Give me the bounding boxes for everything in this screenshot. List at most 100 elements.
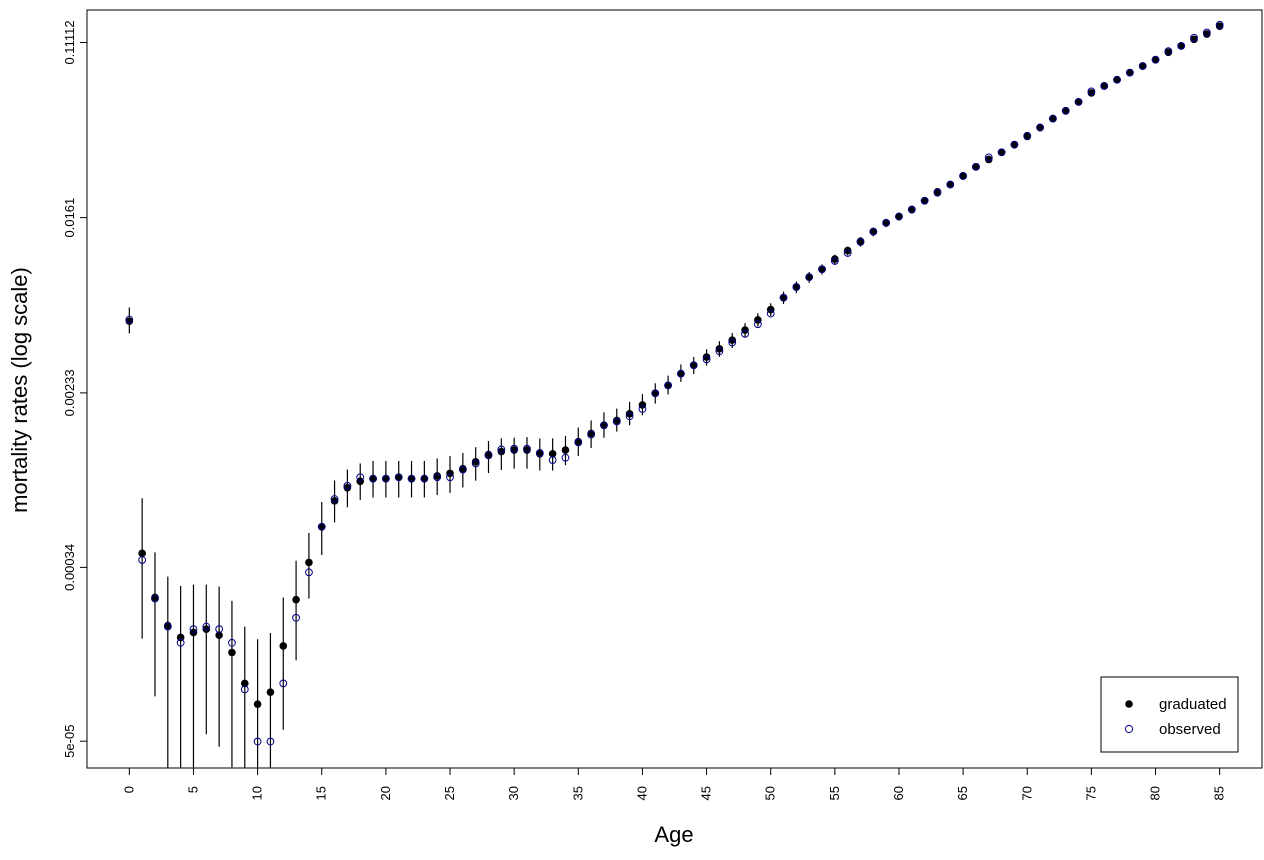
observed-point — [356, 473, 365, 482]
graduated-series — [125, 22, 1224, 708]
observed-point — [753, 320, 762, 329]
observed-point — [561, 453, 570, 462]
graduated-point — [1061, 107, 1070, 115]
graduated-point — [625, 410, 634, 418]
x-tick-label: 20 — [378, 786, 393, 800]
graduated-point — [1126, 68, 1134, 77]
graduated-point — [664, 381, 672, 390]
observed-point — [1023, 131, 1032, 140]
graduated-point — [766, 305, 775, 314]
plot-frame — [86, 9, 1263, 769]
observed-point — [1138, 62, 1147, 70]
observed-point — [292, 613, 300, 622]
observed-point — [741, 329, 749, 338]
observed-point — [574, 438, 583, 447]
observed-point — [805, 273, 814, 282]
observed-point — [728, 338, 737, 347]
observed-point — [1215, 20, 1224, 29]
x-tick-label: 0 — [121, 786, 136, 793]
observed-point — [856, 238, 865, 246]
observed-point — [202, 622, 211, 631]
graduated-point — [818, 265, 826, 274]
observed-point — [830, 257, 839, 265]
graduated-point — [1113, 75, 1121, 84]
observed-point — [702, 355, 711, 364]
observed-point — [1061, 106, 1070, 115]
graduated-point — [1010, 140, 1019, 149]
observed-point — [959, 172, 968, 180]
observed-point — [1113, 75, 1121, 84]
graduated-point — [728, 336, 737, 344]
observed-point — [792, 283, 801, 291]
observed-point — [600, 421, 608, 430]
x-tick-label: 45 — [699, 786, 714, 800]
graduated-point — [792, 283, 801, 291]
x-tick-label: 5 — [185, 786, 200, 793]
graduated-point — [677, 369, 685, 378]
graduated-point — [831, 255, 839, 263]
observed-point — [895, 212, 903, 221]
x-tick-label: 10 — [250, 786, 265, 800]
graduated-point — [651, 389, 660, 398]
graduated-point — [1074, 98, 1083, 106]
graduated-point — [600, 421, 608, 430]
graduated-point — [369, 474, 377, 483]
graduated-point — [420, 474, 429, 483]
observed-point — [972, 162, 980, 171]
x-axis-title: Age — [654, 822, 693, 847]
x-tick-label: 80 — [1148, 786, 1163, 800]
observed-point — [1100, 82, 1109, 90]
observed-point — [612, 417, 621, 426]
graduated-point — [702, 353, 711, 361]
observed-point — [523, 444, 531, 453]
graduated-point — [984, 155, 993, 164]
legend-box — [1100, 676, 1239, 753]
graduated-point — [779, 293, 788, 302]
graduated-point — [715, 344, 724, 353]
graduated-point — [382, 474, 390, 483]
graduated-point — [279, 642, 288, 650]
error-bars — [128, 24, 1221, 768]
observed-point — [266, 737, 275, 746]
observed-point — [343, 482, 352, 490]
observed-point — [689, 361, 698, 370]
graduated-point — [292, 595, 300, 604]
observed-point — [920, 196, 929, 205]
y-tick-label: 0.00233 — [62, 369, 77, 416]
observed-point — [253, 737, 262, 746]
graduated-point — [266, 688, 275, 697]
observed-point — [984, 153, 993, 162]
graduated-point — [561, 446, 570, 454]
x-tick-label: 40 — [634, 786, 649, 800]
x-tick-label: 15 — [314, 786, 329, 800]
observed-point — [677, 369, 685, 378]
observed-point — [1125, 68, 1134, 77]
graduated-point — [330, 497, 339, 505]
graduated-point — [908, 205, 916, 214]
y-tick-label: 0.11112 — [62, 20, 77, 64]
x-axis: 0 5 10 15 20 25 30 35 40 45 50 55 60 65 70 75 80 85 — [121, 768, 1227, 800]
observed-point — [189, 625, 198, 634]
observed-point — [471, 459, 480, 468]
legend-observed-marker — [1124, 724, 1134, 734]
observed-point — [869, 227, 878, 236]
x-tick-label: 30 — [506, 786, 521, 800]
y-tick-label: 5e-05 — [62, 725, 77, 758]
observed-point — [279, 679, 288, 688]
graduated-point — [1100, 82, 1109, 90]
graduated-point — [1138, 62, 1147, 70]
graduated-point — [407, 474, 416, 483]
graduated-point — [689, 361, 698, 370]
observed-point — [125, 315, 134, 324]
legend: graduated observed — [1100, 676, 1239, 753]
observed-point — [818, 265, 826, 274]
x-tick-label: 50 — [763, 786, 778, 800]
observed-point — [458, 465, 467, 474]
graduated-point — [202, 625, 211, 633]
observed-point — [176, 638, 185, 647]
observed-point — [1074, 98, 1083, 106]
observed-point — [1036, 123, 1044, 132]
observed-point — [997, 148, 1006, 157]
graduated-point — [240, 679, 249, 688]
graduated-point — [125, 317, 134, 325]
